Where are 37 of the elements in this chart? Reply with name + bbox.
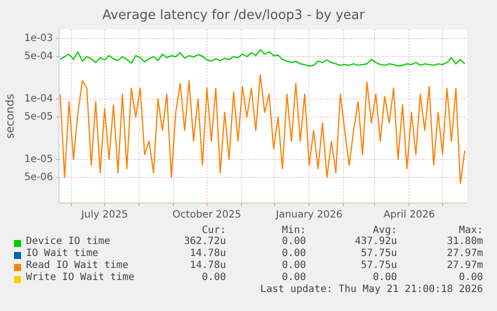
text: 27.97m bbox=[446, 260, 483, 271]
y-tick-label: 5e-06 bbox=[24, 172, 54, 184]
text: 0.00 bbox=[372, 272, 397, 283]
text: 0.00 bbox=[282, 272, 306, 283]
text: 0.00 bbox=[282, 248, 306, 259]
text: 0.00 bbox=[282, 236, 306, 247]
x-tick-label: April 2026 bbox=[383, 210, 435, 221]
legend-label: Read IO Wait time bbox=[26, 260, 128, 271]
text: Max: bbox=[458, 225, 483, 236]
text: 437.92u bbox=[354, 236, 397, 247]
text: 14.78u bbox=[190, 260, 226, 271]
text: 31.80m bbox=[446, 236, 483, 247]
text: Min: bbox=[282, 225, 306, 236]
y-tick-label: 5e-04 bbox=[24, 51, 54, 62]
y-tick-label: 1e-05 bbox=[24, 154, 54, 165]
x-tick-label: October 2025 bbox=[172, 210, 242, 221]
legend-label: Write IO Wait time bbox=[26, 272, 134, 283]
y-tick-label: 1e-04 bbox=[24, 94, 54, 105]
text: Last update: Thu May 21 21:00:18 2026 bbox=[260, 284, 483, 295]
text: Avg: bbox=[372, 225, 397, 236]
y-axis-title: seconds bbox=[3, 94, 16, 139]
x-tick-label: January 2026 bbox=[274, 210, 342, 221]
y-tick-label: 5e-05 bbox=[24, 112, 54, 123]
text: 0.00 bbox=[202, 272, 226, 283]
chart-title: Average latency for /dev/loop3 - by year bbox=[102, 8, 366, 24]
text: 362.72u bbox=[184, 236, 226, 247]
text: 57.75u bbox=[360, 260, 397, 271]
y-tick-label: 1e-03 bbox=[24, 33, 54, 44]
text: 57.75u bbox=[360, 248, 397, 259]
text: 14.78u bbox=[190, 248, 226, 259]
legend-label: Device IO time bbox=[26, 236, 110, 247]
x-tick-label: July 2025 bbox=[80, 210, 128, 221]
legend-label: IO Wait time bbox=[26, 248, 98, 259]
text: 27.97m bbox=[446, 248, 483, 259]
text: Cur: bbox=[202, 225, 226, 236]
text: 0.00 bbox=[282, 260, 306, 271]
text: 0.00 bbox=[458, 272, 483, 283]
